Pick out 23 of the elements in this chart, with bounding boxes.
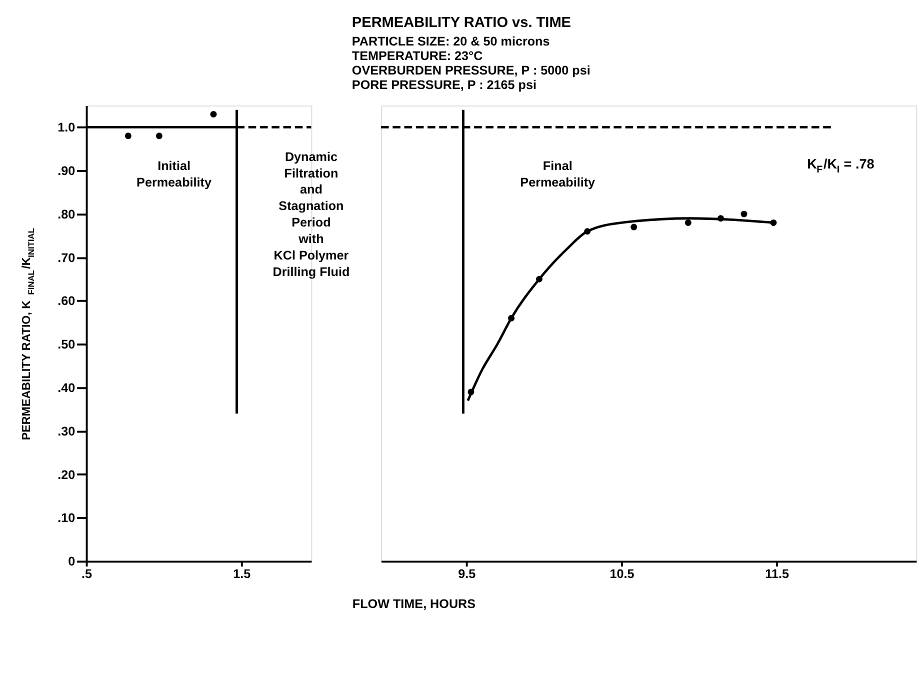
x-tick-label: 11.5 bbox=[765, 567, 789, 582]
y-tick-label: .70 bbox=[58, 250, 76, 265]
y-tick-label: .80 bbox=[58, 207, 76, 222]
y-tick-label: .10 bbox=[58, 511, 76, 526]
chart-subtitle: PARTICLE SIZE: 20 & 50 microns TEMPERATURE: 23°C OVERBURDEN PRESSURE, P : 5000 psi PORE PRESSURE, P : 2165 psi bbox=[352, 34, 590, 92]
x-axis-title: FLOW TIME, HOURS bbox=[352, 597, 476, 612]
y-tick-label: .90 bbox=[58, 164, 76, 178]
y-tick-label: .30 bbox=[58, 424, 76, 438]
x-tick-label: 1.5 bbox=[233, 567, 251, 582]
y-tick-label: .60 bbox=[58, 294, 76, 308]
y-tick-label: 0 bbox=[68, 554, 76, 569]
y-tick-label: .40 bbox=[58, 380, 76, 395]
annotation: Final Permeability bbox=[520, 158, 596, 190]
x-tick-label: 9.5 bbox=[458, 567, 476, 582]
x-tick-label: .5 bbox=[82, 567, 92, 582]
x-tick-label: 10.5 bbox=[610, 567, 634, 582]
annotation: Dynamic Filtration and Stagnation Period with KCl Polymer Drilling Fluid bbox=[272, 150, 350, 280]
chart-title: PERMEABILITY RATIO vs. TIME bbox=[352, 14, 572, 31]
y-tick-label: .50 bbox=[58, 338, 76, 352]
y-tick-label: .20 bbox=[58, 468, 76, 482]
annotation: Initial Permeability bbox=[136, 158, 212, 190]
y-axis-title: PERMEABILITY RATIO, KFINAL/KINITIAL bbox=[20, 228, 36, 440]
y-tick-label: 1.0 bbox=[58, 120, 76, 135]
